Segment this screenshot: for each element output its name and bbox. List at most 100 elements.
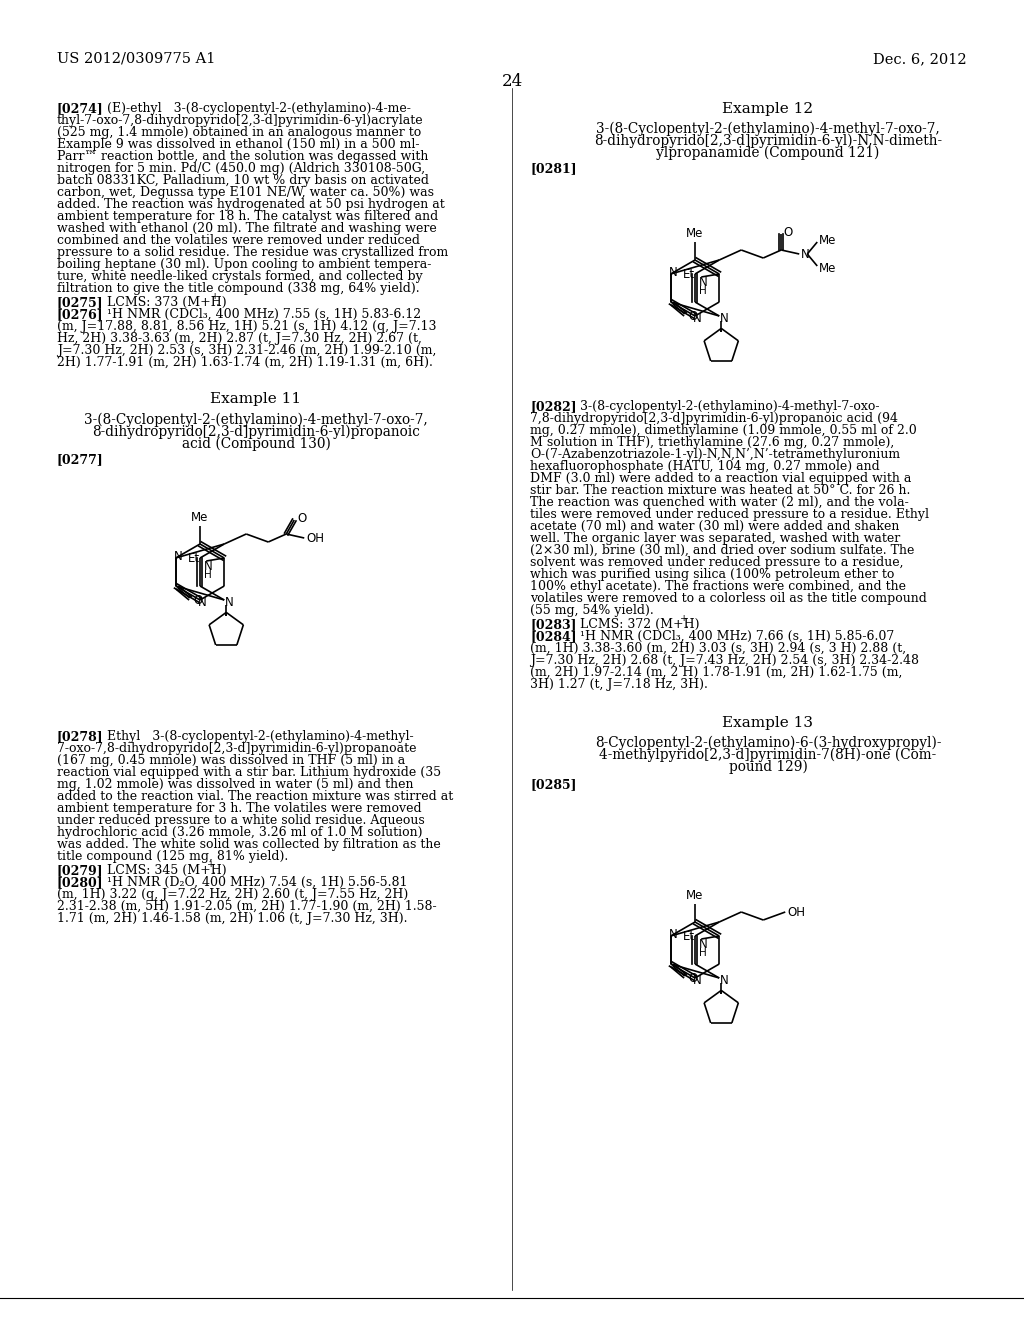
Text: [0283]: [0283] xyxy=(530,618,577,631)
Text: 3-(8-cyclopentyl-2-(ethylamino)-4-methyl-7-oxo-: 3-(8-cyclopentyl-2-(ethylamino)-4-methyl… xyxy=(580,400,880,413)
Text: hexafluorophosphate (HATU, 104 mg, 0.27 mmole) and: hexafluorophosphate (HATU, 104 mg, 0.27 … xyxy=(530,459,880,473)
Text: DMF (3.0 ml) were added to a reaction vial equipped with a: DMF (3.0 ml) were added to a reaction vi… xyxy=(530,473,911,484)
Text: batch 08331KC, Palladium, 10 wt % dry basis on activated: batch 08331KC, Palladium, 10 wt % dry ba… xyxy=(57,174,429,187)
Text: volatiles were removed to a colorless oil as the title compound: volatiles were removed to a colorless oi… xyxy=(530,591,927,605)
Text: N: N xyxy=(173,549,182,562)
Text: (m, J=17.88, 8.81, 8.56 Hz, 1H) 5.21 (s, 1H) 4.12 (q, J=7.13: (m, J=17.88, 8.81, 8.56 Hz, 1H) 5.21 (s,… xyxy=(57,319,436,333)
Text: H: H xyxy=(699,948,708,958)
Text: combined and the volatiles were removed under reduced: combined and the volatiles were removed … xyxy=(57,234,420,247)
Text: H: H xyxy=(205,570,212,579)
Text: LCMS: 372 (M+H): LCMS: 372 (M+H) xyxy=(580,618,699,631)
Text: (m, 1H) 3.22 (q, J=7.22 Hz, 2H) 2.60 (t, J=7.55 Hz, 2H): (m, 1H) 3.22 (q, J=7.22 Hz, 2H) 2.60 (t,… xyxy=(57,888,409,902)
Text: 8-dihydropyrido[2,3-d]pyrimidin-6-yl)-N,N-dimeth-: 8-dihydropyrido[2,3-d]pyrimidin-6-yl)-N,… xyxy=(594,135,942,148)
Text: .: . xyxy=(212,865,216,876)
Text: Hz, 2H) 3.38-3.63 (m, 2H) 2.87 (t, J=7.30 Hz, 2H) 2.67 (t,: Hz, 2H) 3.38-3.63 (m, 2H) 2.87 (t, J=7.3… xyxy=(57,333,422,345)
Text: (E)-ethyl   3-(8-cyclopentyl-2-(ethylamino)-4-me-: (E)-ethyl 3-(8-cyclopentyl-2-(ethylamino… xyxy=(106,102,411,115)
Text: Et: Et xyxy=(683,931,695,944)
Text: LCMS: 373 (M+H): LCMS: 373 (M+H) xyxy=(106,296,226,309)
Text: N: N xyxy=(204,561,213,573)
Text: 7-oxo-7,8-dihydropyrido[2,3-d]pyrimidin-6-yl)propanoate: 7-oxo-7,8-dihydropyrido[2,3-d]pyrimidin-… xyxy=(57,742,417,755)
Text: Parr™ reaction bottle, and the solution was degassed with: Parr™ reaction bottle, and the solution … xyxy=(57,150,428,162)
Text: US 2012/0309775 A1: US 2012/0309775 A1 xyxy=(57,51,215,66)
Text: [0285]: [0285] xyxy=(530,777,577,791)
Text: title compound (125 mg, 81% yield).: title compound (125 mg, 81% yield). xyxy=(57,850,288,863)
Text: (m, 2H) 1.97-2.14 (m, 2 H) 1.78-1.91 (m, 2H) 1.62-1.75 (m,: (m, 2H) 1.97-2.14 (m, 2 H) 1.78-1.91 (m,… xyxy=(530,667,902,678)
Text: added to the reaction vial. The reaction mixture was stirred at: added to the reaction vial. The reaction… xyxy=(57,789,454,803)
Text: ylpropanamide (Compound 121): ylpropanamide (Compound 121) xyxy=(656,147,880,161)
Text: boiling heptane (30 ml). Upon cooling to ambient tempera-: boiling heptane (30 ml). Upon cooling to… xyxy=(57,257,431,271)
Text: [0280]: [0280] xyxy=(57,876,103,888)
Text: Me: Me xyxy=(191,511,209,524)
Text: mg, 1.02 mmole) was dissolved in water (5 ml) and then: mg, 1.02 mmole) was dissolved in water (… xyxy=(57,777,414,791)
Text: [0284]: [0284] xyxy=(530,630,577,643)
Text: N: N xyxy=(198,595,207,609)
Text: [0278]: [0278] xyxy=(57,730,103,743)
Text: N: N xyxy=(720,974,729,987)
Text: Me: Me xyxy=(686,227,703,240)
Text: N: N xyxy=(692,974,701,986)
Text: N: N xyxy=(720,313,729,326)
Text: (525 mg, 1.4 mmole) obtained in an analogous manner to: (525 mg, 1.4 mmole) obtained in an analo… xyxy=(57,125,421,139)
Text: N: N xyxy=(669,928,677,940)
Text: pressure to a solid residue. The residue was crystallized from: pressure to a solid residue. The residue… xyxy=(57,246,449,259)
Text: Ethyl   3-(8-cyclopentyl-2-(ethylamino)-4-methyl-: Ethyl 3-(8-cyclopentyl-2-(ethylamino)-4-… xyxy=(106,730,414,743)
Text: hydrochloric acid (3.26 mmole, 3.26 ml of 1.0 M solution): hydrochloric acid (3.26 mmole, 3.26 ml o… xyxy=(57,826,423,840)
Text: Example 12: Example 12 xyxy=(723,102,813,116)
Text: 2.31-2.38 (m, 5H) 1.91-2.05 (m, 2H) 1.77-1.90 (m, 2H) 1.58-: 2.31-2.38 (m, 5H) 1.91-2.05 (m, 2H) 1.77… xyxy=(57,900,436,913)
Text: +: + xyxy=(680,614,688,623)
Text: 8-Cyclopentyl-2-(ethylamino)-6-(3-hydroxypropyl)-: 8-Cyclopentyl-2-(ethylamino)-6-(3-hydrox… xyxy=(595,737,941,750)
Text: H: H xyxy=(699,286,708,296)
Text: [0282]: [0282] xyxy=(530,400,577,413)
Text: washed with ethanol (20 ml). The filtrate and washing were: washed with ethanol (20 ml). The filtrat… xyxy=(57,222,437,235)
Text: mg, 0.27 mmole), dimethylamine (1.09 mmole, 0.55 ml of 2.0: mg, 0.27 mmole), dimethylamine (1.09 mmo… xyxy=(530,424,916,437)
Text: 7,8-dihydropyrido[2,3-d]pyrimidin-6-yl)propanoic acid (94: 7,8-dihydropyrido[2,3-d]pyrimidin-6-yl)p… xyxy=(530,412,898,425)
Text: (2×30 ml), brine (30 ml), and dried over sodium sulfate. The: (2×30 ml), brine (30 ml), and dried over… xyxy=(530,544,914,557)
Text: [0279]: [0279] xyxy=(57,865,103,876)
Text: acid (Compound 130): acid (Compound 130) xyxy=(181,437,331,451)
Text: ambient temperature for 18 h. The catalyst was filtered and: ambient temperature for 18 h. The cataly… xyxy=(57,210,438,223)
Text: [0275]: [0275] xyxy=(57,296,103,309)
Text: .: . xyxy=(685,618,689,631)
Text: N: N xyxy=(669,265,677,279)
Text: ambient temperature for 3 h. The volatiles were removed: ambient temperature for 3 h. The volatil… xyxy=(57,803,422,814)
Text: N: N xyxy=(692,312,701,325)
Text: [0274]: [0274] xyxy=(57,102,103,115)
Text: 1.71 (m, 2H) 1.46-1.58 (m, 2H) 1.06 (t, J=7.30 Hz, 3H).: 1.71 (m, 2H) 1.46-1.58 (m, 2H) 1.06 (t, … xyxy=(57,912,408,925)
Text: Dec. 6, 2012: Dec. 6, 2012 xyxy=(873,51,967,66)
Text: J=7.30 Hz, 2H) 2.53 (s, 3H) 2.31-2.46 (m, 2H) 1.99-2.10 (m,: J=7.30 Hz, 2H) 2.53 (s, 3H) 2.31-2.46 (m… xyxy=(57,345,436,356)
Text: OH: OH xyxy=(306,532,325,545)
Text: O: O xyxy=(783,226,793,239)
Text: 3-(8-Cyclopentyl-2-(ethylamino)-4-methyl-7-oxo-7,: 3-(8-Cyclopentyl-2-(ethylamino)-4-methyl… xyxy=(84,413,428,428)
Text: 3H) 1.27 (t, J=7.18 Hz, 3H).: 3H) 1.27 (t, J=7.18 Hz, 3H). xyxy=(530,678,708,690)
Text: Et: Et xyxy=(683,268,695,281)
Text: nitrogen for 5 min. Pd/C (450.0 mg) (Aldrich 330108-50G,: nitrogen for 5 min. Pd/C (450.0 mg) (Ald… xyxy=(57,162,425,176)
Text: 24: 24 xyxy=(502,73,522,90)
Text: carbon, wet, Degussa type E101 NE/W, water ca. 50%) was: carbon, wet, Degussa type E101 NE/W, wat… xyxy=(57,186,434,199)
Text: acetate (70 ml) and water (30 ml) were added and shaken: acetate (70 ml) and water (30 ml) were a… xyxy=(530,520,899,533)
Text: Example 13: Example 13 xyxy=(723,715,813,730)
Text: ¹H NMR (D₂O, 400 MHz) 7.54 (s, 1H) 5.56-5.81: ¹H NMR (D₂O, 400 MHz) 7.54 (s, 1H) 5.56-… xyxy=(106,876,408,888)
Text: tiles were removed under reduced pressure to a residue. Ethyl: tiles were removed under reduced pressur… xyxy=(530,508,929,521)
Text: stir bar. The reaction mixture was heated at 50° C. for 26 h.: stir bar. The reaction mixture was heate… xyxy=(530,484,910,498)
Text: Me: Me xyxy=(819,261,837,275)
Text: N: N xyxy=(801,248,810,260)
Text: LCMS: 345 (M+H): LCMS: 345 (M+H) xyxy=(106,865,226,876)
Text: was added. The white solid was collected by filtration as the: was added. The white solid was collected… xyxy=(57,838,440,851)
Text: O: O xyxy=(194,594,203,606)
Text: 100% ethyl acetate). The fractions were combined, and the: 100% ethyl acetate). The fractions were … xyxy=(530,579,906,593)
Text: 3-(8-Cyclopentyl-2-(ethylamino)-4-methyl-7-oxo-7,: 3-(8-Cyclopentyl-2-(ethylamino)-4-methyl… xyxy=(596,121,940,136)
Text: OH: OH xyxy=(787,906,805,919)
Text: well. The organic layer was separated, washed with water: well. The organic layer was separated, w… xyxy=(530,532,900,545)
Text: .: . xyxy=(216,296,220,309)
Text: [0281]: [0281] xyxy=(530,162,577,176)
Text: ¹H NMR (CDCl₃, 400 MHz) 7.55 (s, 1H) 5.83-6.12: ¹H NMR (CDCl₃, 400 MHz) 7.55 (s, 1H) 5.8… xyxy=(106,308,421,321)
Text: solvent was removed under reduced pressure to a residue,: solvent was removed under reduced pressu… xyxy=(530,556,903,569)
Text: O: O xyxy=(689,972,698,985)
Text: Et: Et xyxy=(188,553,201,565)
Text: N: N xyxy=(698,276,708,289)
Text: ¹H NMR (CDCl₃, 400 MHz) 7.66 (s, 1H) 5.85-6.07: ¹H NMR (CDCl₃, 400 MHz) 7.66 (s, 1H) 5.8… xyxy=(580,630,894,643)
Text: O: O xyxy=(297,511,306,524)
Text: N: N xyxy=(698,939,708,952)
Text: N: N xyxy=(225,597,233,610)
Text: Example 11: Example 11 xyxy=(211,392,301,407)
